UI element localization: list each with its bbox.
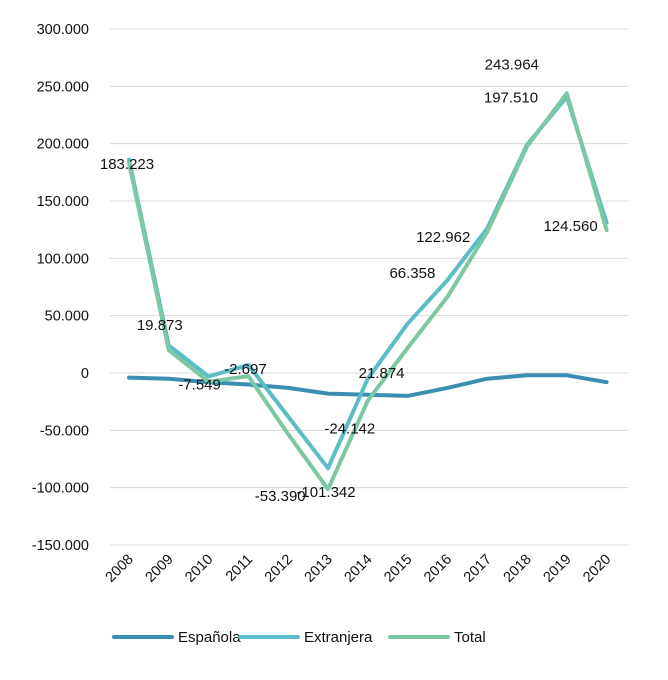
x-tick-label: 2013 (302, 552, 336, 586)
y-tick-label: -150.000 (32, 538, 89, 554)
y-tick-label: 100.000 (37, 251, 89, 267)
x-tick-label: 2009 (142, 552, 176, 586)
legend: Española Extranjera Total (112, 629, 486, 646)
x-tick-label: 2015 (381, 552, 415, 586)
x-tick-label: 2020 (580, 552, 614, 586)
data-label: 19.873 (137, 317, 183, 334)
data-label: -2.697 (224, 361, 267, 378)
legend-label: Española (178, 629, 241, 646)
y-tick-label: 50.000 (45, 309, 89, 325)
data-label: 243.964 (485, 56, 539, 73)
legend-item-total: Total (388, 629, 486, 646)
y-tick-label: 0 (81, 366, 89, 382)
data-label: -7.549 (178, 377, 221, 394)
data-labels: 183.223 19.873 -7.549-2.697 -53.390-101.342… (100, 56, 598, 505)
data-label: -24.142 (324, 421, 375, 438)
x-tick-label: 2012 (262, 552, 296, 586)
x-tick-label: 2010 (182, 552, 216, 586)
legend-label: Extranjera (304, 629, 373, 646)
series-line-extranjera (127, 94, 609, 471)
data-label: -101.342 (296, 484, 355, 501)
series-line-total (127, 91, 609, 492)
y-tick-label: 300.000 (37, 22, 89, 38)
x-tick-label: 2019 (540, 552, 574, 586)
data-label: 124.560 (543, 218, 597, 235)
x-tick-label: 2008 (103, 552, 137, 586)
y-tick-label: 150.000 (37, 194, 89, 210)
data-label: 66.358 (389, 265, 435, 282)
y-tick-label: 200.000 (37, 137, 89, 153)
data-label: 197.510 (484, 90, 538, 107)
data-label: 183.223 (100, 156, 154, 173)
legend-item-extranjera: Extranjera (238, 629, 373, 646)
x-tick-label: 2018 (501, 552, 535, 586)
series-lines (127, 91, 609, 492)
grid-lines (110, 28, 628, 546)
y-tick-label: -100.000 (32, 481, 89, 497)
data-label: 122.962 (416, 229, 470, 246)
x-tick-label: 2017 (461, 552, 495, 586)
x-tick-label: 2011 (223, 552, 256, 585)
y-axis-ticks: 300.000 250.000 200.000 150.000 100.000 50.00… (32, 22, 89, 554)
x-tick-label: 2014 (341, 552, 375, 586)
data-label: 21.874 (359, 365, 405, 382)
x-tick-label: 2016 (421, 552, 455, 586)
legend-item-espanola: Española (112, 629, 241, 646)
y-tick-label: 250.000 (37, 79, 89, 95)
legend-label: Total (454, 629, 486, 646)
x-axis-ticks: 2008 2009 2010 2011 2012 2013 2014 2015 2016 2017… (103, 552, 615, 586)
y-tick-label: -50.000 (40, 423, 89, 439)
data-label: -53.390 (255, 488, 306, 505)
